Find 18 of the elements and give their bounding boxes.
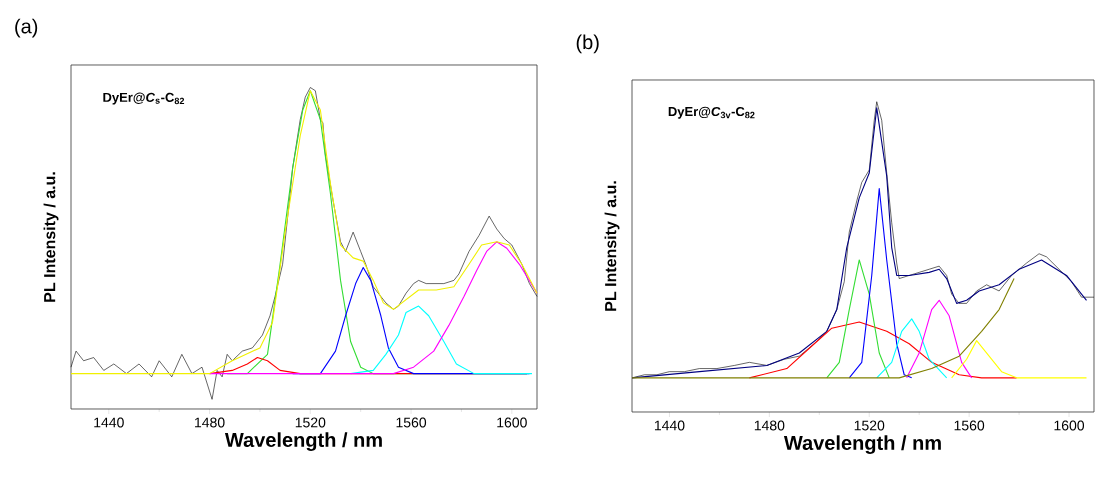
x-tick-label: 1560 bbox=[954, 420, 985, 431]
x-tick-label: 1560 bbox=[396, 417, 427, 428]
x-axis-title: Wavelength / nm bbox=[224, 432, 382, 452]
y-axis-title: PL Intensity / a.u. bbox=[604, 181, 620, 311]
x-tick-label: 1480 bbox=[195, 417, 225, 428]
x-tick-label: 1440 bbox=[654, 420, 685, 431]
x-tick-label: 1440 bbox=[94, 417, 124, 428]
x-tick-label: 1480 bbox=[754, 420, 785, 431]
annotation: DyEr@C$_{3v}$-C$_{82}$ bbox=[668, 106, 755, 119]
x-tick-label: 1600 bbox=[497, 417, 527, 428]
x-tick-label: 1520 bbox=[295, 417, 326, 428]
chart-title: (b) bbox=[576, 34, 599, 54]
x-tick-label: 1600 bbox=[1054, 420, 1085, 431]
x-axis-title: Wavelength / nm bbox=[783, 435, 941, 455]
chart-title: (a) bbox=[15, 18, 38, 38]
annotation: DyEr@C$_{s}$-C$_{82}$ bbox=[103, 92, 185, 105]
y-axis-title: PL Intensity / a.u. bbox=[43, 172, 59, 302]
x-tick-label: 1520 bbox=[854, 420, 885, 431]
